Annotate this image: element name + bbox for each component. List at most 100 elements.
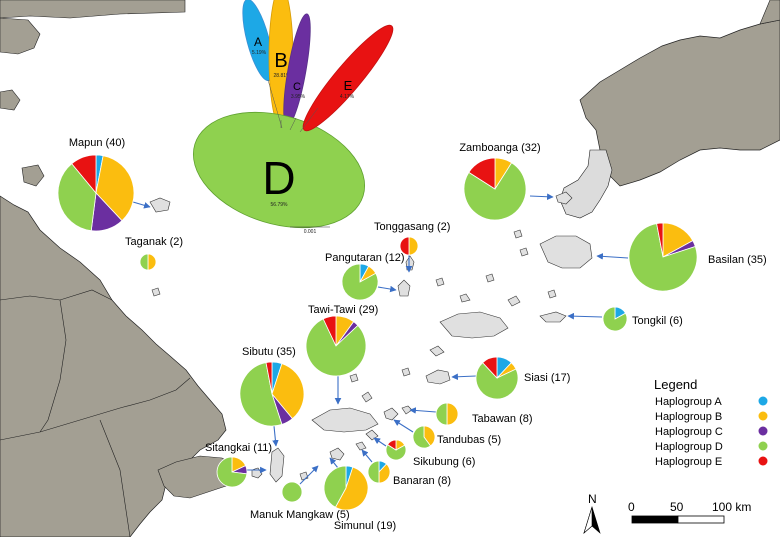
- north-arrow: N: [583, 492, 601, 534]
- pie-slice-d: [305, 318, 367, 377]
- arrow-layer: [132, 193, 629, 485]
- pie-tonggasang: Tonggasang (2): [374, 221, 450, 256]
- tree-clade-percent: 5.19%: [252, 50, 267, 56]
- pangutaran-island: [397, 279, 411, 297]
- islet-a: [519, 247, 529, 257]
- pie-sikubung: Sikubung (6): [385, 439, 475, 468]
- legend-item-a: Haplogroup A: [655, 396, 768, 408]
- tree-clade-shape: [192, 111, 366, 229]
- pie-slice-b: [408, 236, 419, 256]
- pie-label: Tongkil (6): [632, 315, 683, 327]
- tree-clade-letter: B: [274, 50, 287, 72]
- legend-swatch: [758, 441, 768, 451]
- borneo-landmass: [0, 195, 227, 537]
- pie-slice-d: [216, 456, 248, 488]
- islet-e: [459, 293, 471, 303]
- legend-item-label: Haplogroup D: [655, 441, 723, 453]
- tree-clade-shape: [242, 0, 274, 82]
- islet-j: [401, 367, 411, 377]
- pie-sitangkai: Sitangkai (11): [205, 442, 272, 488]
- haplogroup-tree: A5.19% B28.81%C3.95%D56.79%E4.17%0.001: [192, 0, 394, 235]
- tawitawi-island: [311, 407, 379, 433]
- sulu-islands: [149, 191, 593, 483]
- tree-clade-percent: 4.17%: [340, 94, 355, 100]
- islet-m: [151, 287, 161, 297]
- left-headland: [0, 17, 41, 55]
- mapun-island: [149, 197, 171, 213]
- mindanao-upper-edge: [759, 0, 780, 25]
- pie-label: Tonggasang (2): [374, 221, 450, 233]
- scale-bar: 0 50 100 km: [628, 500, 751, 524]
- legend-item-label: Haplogroup E: [655, 456, 722, 468]
- pie-slice-e: [265, 361, 273, 395]
- left-island: [0, 89, 21, 111]
- pie-label: Taganak (2): [125, 236, 183, 248]
- pie-slice-d: [239, 362, 283, 427]
- tree-clade-letter: C: [293, 81, 301, 93]
- pie-label: Mapun (40): [69, 137, 125, 149]
- pie-slice-d: [323, 465, 347, 508]
- islet-d: [429, 345, 445, 357]
- pie-banaran: Banaran (8): [367, 460, 451, 487]
- pie-slice-b: [378, 463, 391, 484]
- pie-slice-d: [463, 162, 527, 221]
- pie-slice-d: [435, 402, 448, 426]
- tree-clade-e: E4.17%: [302, 24, 394, 132]
- legend-swatch: [758, 426, 768, 436]
- legend-swatch: [758, 396, 768, 406]
- pie-slice-b: [423, 425, 436, 447]
- small-left-island: [21, 164, 45, 187]
- scale-tick-0: 0: [628, 500, 635, 514]
- legend-swatch: [758, 411, 768, 421]
- arrow-sikubung: [373, 437, 387, 447]
- arrow-tandubas: [393, 419, 414, 433]
- pie-slice-b: [446, 402, 459, 426]
- islet-k: [299, 471, 309, 481]
- pie-slice-e: [468, 157, 496, 190]
- pie-simunul: Simunul (19): [323, 465, 396, 532]
- pie-slice-d: [57, 163, 97, 232]
- legend-item-c: Haplogroup C: [655, 426, 768, 438]
- tree-clade-letter: D: [262, 152, 295, 204]
- zamboanga-tip-islet: [555, 191, 573, 205]
- pie-slice-b: [95, 155, 135, 222]
- pie-slice-e: [399, 236, 410, 256]
- tree-clade-percent: 28.81%: [274, 73, 292, 79]
- arrow-tabawan: [409, 407, 437, 414]
- borders: [0, 289, 191, 537]
- tree-clade-letter: E: [344, 78, 353, 93]
- legend-item-label: Haplogroup B: [655, 411, 722, 423]
- arrow-sibutu: [272, 425, 279, 447]
- pie-label: Pangutaran (12): [325, 252, 405, 264]
- tree-clade-letter: A: [254, 35, 262, 49]
- pie-manukmangkaw: Manuk Mangkaw (5): [250, 481, 350, 521]
- islet-i: [349, 373, 359, 383]
- pie-slice-d: [602, 306, 628, 332]
- pie-sibutu: Sibutu (35): [239, 346, 305, 427]
- sikubung-islet: [365, 429, 379, 441]
- pie-label: Sikubung (6): [413, 456, 475, 468]
- jolo-island: [439, 311, 509, 339]
- pie-slice-d: [475, 362, 519, 400]
- tree-scale-label: 0.001: [304, 229, 317, 235]
- pie-label: Manuk Mangkaw (5): [250, 509, 350, 521]
- pie-label: Sitangkai (11): [205, 442, 272, 454]
- pie-mapun: Mapun (40): [57, 137, 135, 232]
- legend-item-label: Haplogroup C: [655, 426, 723, 438]
- pie-slice-d: [139, 253, 149, 271]
- pie-slice-e: [482, 356, 498, 380]
- pie-slice-e: [387, 439, 397, 451]
- north-label: N: [588, 492, 597, 506]
- legend-item-d: Haplogroup D: [655, 441, 768, 453]
- pie-label: Banaran (8): [393, 475, 451, 487]
- pie-slice-e: [71, 154, 97, 195]
- pie-slice-e: [656, 222, 664, 258]
- simunul-islet: [329, 447, 345, 461]
- basilan-island: [539, 235, 593, 269]
- pie-taganak: Taganak (2): [125, 236, 183, 271]
- islet-l: [435, 277, 445, 287]
- arrow-zamboanga: [529, 193, 554, 201]
